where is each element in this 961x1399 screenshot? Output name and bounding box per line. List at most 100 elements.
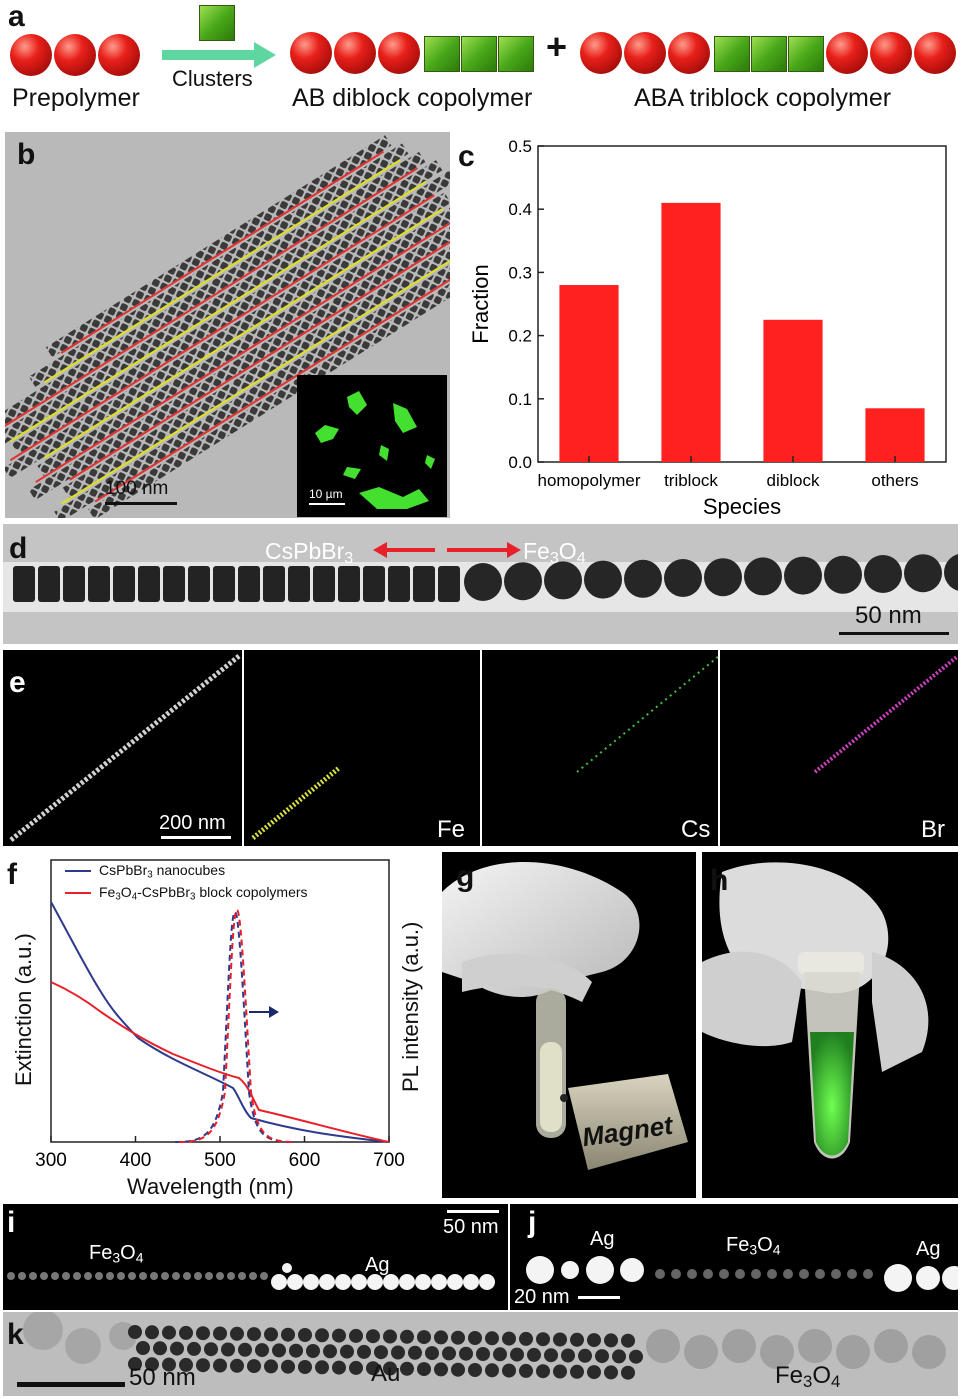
au-particle — [366, 1329, 380, 1344]
x-tick-label: 500 — [204, 1150, 236, 1171]
au-particle — [391, 1345, 405, 1360]
au-particle — [213, 1326, 227, 1341]
fe3o4-particle — [23, 1312, 63, 1350]
fe3o4-particle — [735, 1269, 745, 1279]
au-particle — [196, 1358, 210, 1373]
au-particle — [238, 1342, 252, 1357]
au-particle — [553, 1332, 567, 1347]
au-particle — [604, 1365, 618, 1380]
panel-i-label: i — [7, 1206, 16, 1239]
fe3o4-particle — [687, 1269, 697, 1279]
au-particle — [272, 1343, 286, 1358]
sphere — [54, 34, 96, 76]
au-particle — [383, 1329, 397, 1344]
au-particle — [366, 1361, 380, 1376]
au-particle — [221, 1342, 235, 1357]
fe3o4-particle — [40, 1272, 48, 1280]
green-fluorescence-image — [315, 391, 435, 509]
au-particle — [255, 1343, 269, 1358]
panel-b-label: b — [17, 138, 36, 171]
panel-d-label: d — [9, 532, 28, 565]
cube-particle — [413, 566, 435, 602]
fe-map-label: Fe — [437, 816, 466, 843]
ag-particle — [399, 1274, 415, 1290]
panel-f-spectra: f 300 400 500 600 700 CsPbBr3 nanocubes Fe3O… — [3, 852, 438, 1204]
au-particle — [451, 1330, 465, 1345]
au-particle — [544, 1348, 558, 1363]
au-particle — [128, 1357, 142, 1371]
inset-scale-label: 10 µm — [309, 487, 343, 501]
x-tick-label: homopolymer — [538, 471, 641, 490]
ag-particle — [303, 1274, 319, 1290]
fe3o4-particle — [106, 1272, 114, 1280]
ag-particle — [351, 1274, 367, 1290]
fe3o4-particle — [260, 1272, 268, 1280]
au-particle — [408, 1345, 422, 1360]
fe3o4-particle — [703, 1269, 713, 1279]
x-tick-label: triblock — [664, 471, 718, 490]
fe3o4-particle — [722, 1329, 756, 1363]
fe3o4-particle — [912, 1335, 946, 1369]
magnet-photo — [442, 862, 688, 1170]
ag-particle — [479, 1274, 495, 1290]
fe3o4-particle — [799, 1269, 809, 1279]
au-particle — [247, 1359, 261, 1374]
fe3o4-particle — [51, 1272, 59, 1280]
triblock-label: ABA triblock copolymer — [634, 84, 892, 112]
x-tick-label: 300 — [35, 1150, 67, 1171]
fe3o4-particle — [831, 1269, 841, 1279]
green-vial-photo — [702, 862, 929, 1159]
legend-block-copolymers: Fe3O4-CsPbBr3 block copolymers — [99, 884, 308, 903]
cs-map-label: Cs — [681, 816, 711, 843]
au-particle — [570, 1332, 584, 1347]
sphere-particle — [704, 558, 742, 597]
scale-bar — [447, 1210, 499, 1213]
au-particle — [502, 1331, 516, 1346]
cube-particle — [138, 566, 160, 602]
au-particle — [264, 1327, 278, 1342]
scale-bar — [839, 632, 949, 635]
cube-particle — [288, 566, 310, 602]
sphere — [624, 32, 666, 74]
fe3o4-particle — [863, 1269, 873, 1279]
fe3o4-particle — [798, 1329, 832, 1363]
au-particle — [595, 1349, 609, 1364]
au-particle — [536, 1364, 550, 1379]
y-axis-left-label: Extinction (a.u.) — [11, 933, 36, 1086]
sphere — [870, 32, 912, 74]
fe3o4-label: Fe3O4 — [89, 1242, 144, 1266]
au-particle — [451, 1362, 465, 1377]
fe3o4-particle — [671, 1269, 681, 1279]
cube-particle — [113, 566, 135, 602]
fe3o4-particle — [874, 1329, 908, 1363]
fe3o4-particle — [205, 1272, 213, 1280]
cube — [751, 36, 787, 72]
cube-particle — [338, 566, 360, 602]
au-particle — [485, 1331, 499, 1346]
au-fe3o4-chain — [23, 1312, 946, 1380]
cube-particle — [213, 566, 235, 602]
fe3o4-particle — [161, 1272, 169, 1280]
ag-particle — [415, 1274, 431, 1290]
au-particle — [153, 1341, 167, 1356]
au-particle — [306, 1344, 320, 1358]
cube — [461, 36, 497, 72]
au-particle — [323, 1344, 337, 1359]
cube-particle — [438, 566, 460, 602]
sphere-particle — [624, 559, 662, 598]
fe3o4-particle — [194, 1272, 202, 1280]
arrow-head-icon — [269, 1006, 279, 1018]
fluorescence-inset: 10 µm — [297, 375, 447, 517]
au-particle — [485, 1363, 499, 1378]
au-particle — [629, 1349, 643, 1364]
au-particle — [578, 1348, 592, 1363]
au-particle — [162, 1325, 176, 1340]
scale-bar-label: 50 nm — [129, 1364, 196, 1391]
legend-nanocubes: CsPbBr3 nanocubes — [99, 862, 226, 881]
reaction-arrow-icon — [162, 42, 276, 68]
diblock-label: AB diblock copolymer — [292, 84, 533, 112]
au-particle — [170, 1341, 184, 1356]
au-particle — [468, 1363, 482, 1377]
sphere — [914, 32, 956, 74]
fe3o4-ag-chain — [7, 1263, 495, 1290]
